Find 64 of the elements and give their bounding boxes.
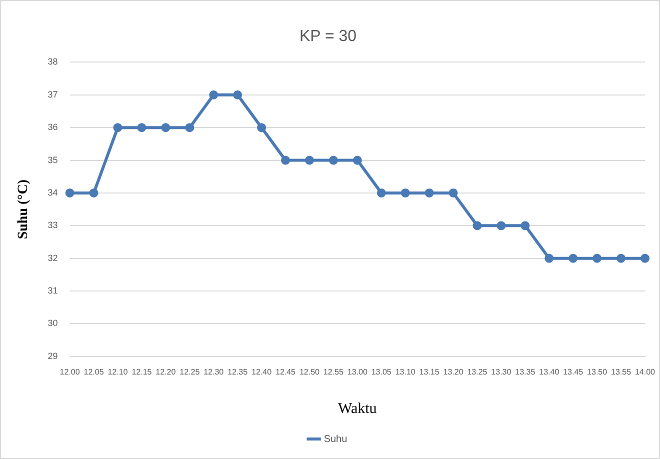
y-tick-label: 35 (48, 154, 58, 165)
y-tick-label: 31 (48, 286, 58, 296)
chart-title: KP = 30 (299, 28, 357, 46)
point (448, 188, 458, 198)
x-tick-label: 12.15 (132, 367, 152, 376)
point (65, 188, 74, 198)
point (592, 254, 602, 263)
x-tick-label: 12.55 (323, 367, 344, 376)
point (424, 188, 434, 198)
y-axis-title: Suhu (°C) (16, 179, 32, 240)
x-tick-label: 12.10 (108, 367, 128, 376)
point (616, 254, 626, 263)
x-tick-label: 14.00 (634, 367, 656, 376)
x-tick-label: 12.20 (156, 367, 176, 376)
point (640, 254, 650, 263)
y-tick-label: 33 (48, 220, 58, 230)
point (496, 221, 506, 230)
y-tick-label: 37 (48, 89, 58, 100)
x-tick-label: 13.15 (419, 367, 440, 376)
point (185, 123, 194, 132)
x-tick-label: 13.25 (467, 367, 488, 376)
x-tick-label: 13.40 (539, 367, 560, 376)
point (352, 156, 362, 165)
point (328, 156, 338, 165)
x-tick-label: 12.00 (60, 367, 80, 376)
point (233, 90, 242, 100)
x-tick-label: 13.35 (515, 367, 536, 376)
point (544, 254, 554, 263)
x-tick-label: 13.05 (371, 367, 392, 376)
y-tick-label: 29 (48, 350, 58, 361)
y-tick-label: 34 (48, 187, 58, 198)
point (281, 156, 290, 165)
x-tick-label: 12.40 (252, 367, 272, 376)
point (257, 123, 266, 132)
point (161, 123, 170, 132)
x-tick-label: 13.50 (587, 367, 608, 376)
legend-label: Suhu (324, 434, 348, 445)
x-tick-label: 13.00 (347, 367, 368, 376)
point (113, 123, 122, 132)
x-axis-title: Waktu (338, 400, 378, 417)
point (137, 123, 146, 132)
point (89, 188, 98, 198)
x-tick-label: 12.25 (180, 367, 200, 376)
y-tick-label: 38 (48, 56, 58, 67)
x-tick-label: 12.35 (228, 367, 248, 376)
y-tick-label: 36 (48, 122, 58, 132)
point (568, 254, 578, 263)
x-tick-label: 12.05 (84, 367, 104, 376)
point (304, 156, 314, 165)
point (400, 188, 410, 198)
x-tick-label: 13.30 (491, 367, 512, 376)
x-tick-label: 13.55 (611, 367, 632, 376)
point (472, 221, 482, 230)
x-tick-label: 13.20 (443, 367, 464, 376)
x-tick-label: 12.50 (299, 367, 320, 376)
x-tick-label: 13.45 (563, 367, 584, 376)
y-tick-label: 30 (48, 318, 58, 328)
point (376, 188, 386, 198)
point (520, 221, 530, 230)
x-tick-label: 12.30 (204, 367, 224, 376)
point (209, 90, 218, 100)
y-tick-label: 32 (48, 252, 58, 263)
x-tick-label: 12.45 (275, 367, 296, 376)
x-tick-label: 13.10 (395, 367, 416, 376)
